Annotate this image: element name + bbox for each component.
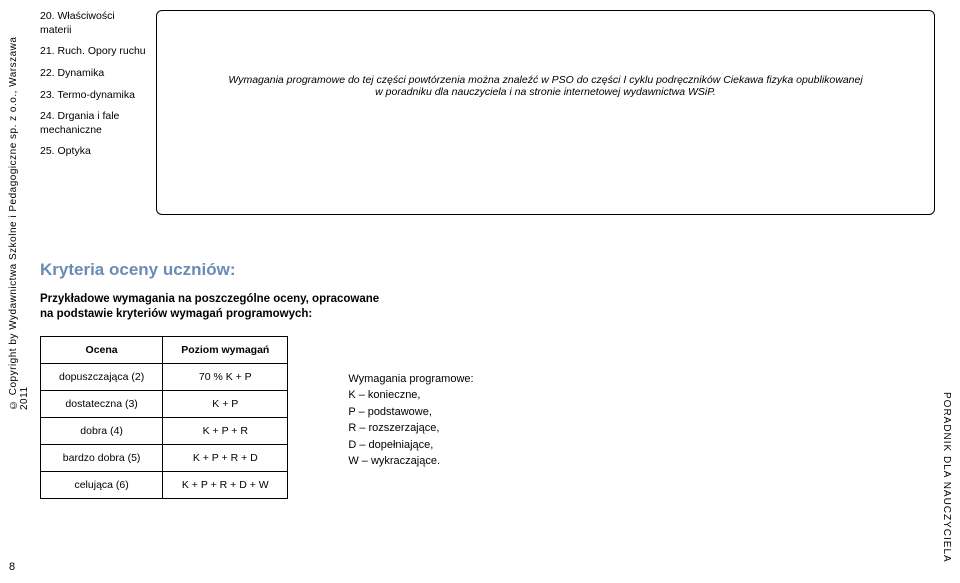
cell-level: K + P + R + D <box>163 444 288 471</box>
req-line1: Wymagania programowe do tej części powtó… <box>228 74 862 86</box>
requirements-box: Wymagania programowe do tej części powtó… <box>156 10 935 215</box>
legend-item: D – dopełniające, <box>348 437 473 454</box>
legend-item: R – rozszerzające, <box>348 420 473 437</box>
main-content: 20. Właściwości materii 21. Ruch. Opory … <box>40 10 935 499</box>
criteria-subtitle: Przykładowe wymagania na poszczególne oc… <box>40 292 935 322</box>
header-poziom: Poziom wymagań <box>163 336 288 363</box>
cell-level: 70 % K + P <box>163 363 288 390</box>
page-number: 8 <box>9 561 15 573</box>
topics-column: 20. Właściwości materii 21. Ruch. Opory … <box>40 10 148 215</box>
cell-grade: celująca (6) <box>41 471 163 498</box>
cell-grade: dobra (4) <box>41 417 163 444</box>
table-row: celująca (6) K + P + R + D + W <box>41 471 288 498</box>
legend-title: Wymagania programowe: <box>348 371 473 388</box>
topic-item: 21. Ruch. Opory ruchu <box>40 45 148 59</box>
topic-item: 20. Właściwości materii <box>40 10 148 37</box>
cell-level: K + P <box>163 390 288 417</box>
criteria-sub-line2: na podstawie kryteriów wymagań programow… <box>40 308 312 320</box>
legend-item: K – konieczne, <box>348 387 473 404</box>
topic-item: 23. Termo-dynamika <box>40 89 148 103</box>
copyright-vertical: © Copyright by Wydawnictwa Szkolne i Ped… <box>8 10 22 410</box>
topic-item: 24. Drgania i fale mechaniczne <box>40 110 148 137</box>
table-header-row: Ocena Poziom wymagań <box>41 336 288 363</box>
legend-item: W – wykraczające. <box>348 453 473 470</box>
table-row: dobra (4) K + P + R <box>41 417 288 444</box>
table-row: bardzo dobra (5) K + P + R + D <box>41 444 288 471</box>
topic-item: 25. Optyka <box>40 145 148 159</box>
top-row: 20. Właściwości materii 21. Ruch. Opory … <box>40 10 935 215</box>
cell-grade: dostateczna (3) <box>41 390 163 417</box>
grades-table: Ocena Poziom wymagań dopuszczająca (2) 7… <box>40 336 288 499</box>
requirements-text: Wymagania programowe do tej części powtó… <box>167 74 924 98</box>
table-row: dopuszczająca (2) 70 % K + P <box>41 363 288 390</box>
cell-level: K + P + R <box>163 417 288 444</box>
header-ocena: Ocena <box>41 336 163 363</box>
criteria-sub-line1: Przykładowe wymagania na poszczególne oc… <box>40 293 379 305</box>
req-line2: w poradniku dla nauczyciela i na stronie… <box>375 86 716 98</box>
legend-item: P – podstawowe, <box>348 404 473 421</box>
cell-grade: bardzo dobra (5) <box>41 444 163 471</box>
cell-level: K + P + R + D + W <box>163 471 288 498</box>
criteria-title: Kryteria oceny uczniów: <box>40 260 935 280</box>
cell-grade: dopuszczająca (2) <box>41 363 163 390</box>
guide-label-vertical: PORADNIK DLA NAUCZYCIELA <box>938 392 952 563</box>
legend: Wymagania programowe: K – konieczne, P –… <box>348 371 473 470</box>
table-row: dostateczna (3) K + P <box>41 390 288 417</box>
bottom-row: Ocena Poziom wymagań dopuszczająca (2) 7… <box>40 336 935 499</box>
topic-item: 22. Dynamika <box>40 67 148 81</box>
